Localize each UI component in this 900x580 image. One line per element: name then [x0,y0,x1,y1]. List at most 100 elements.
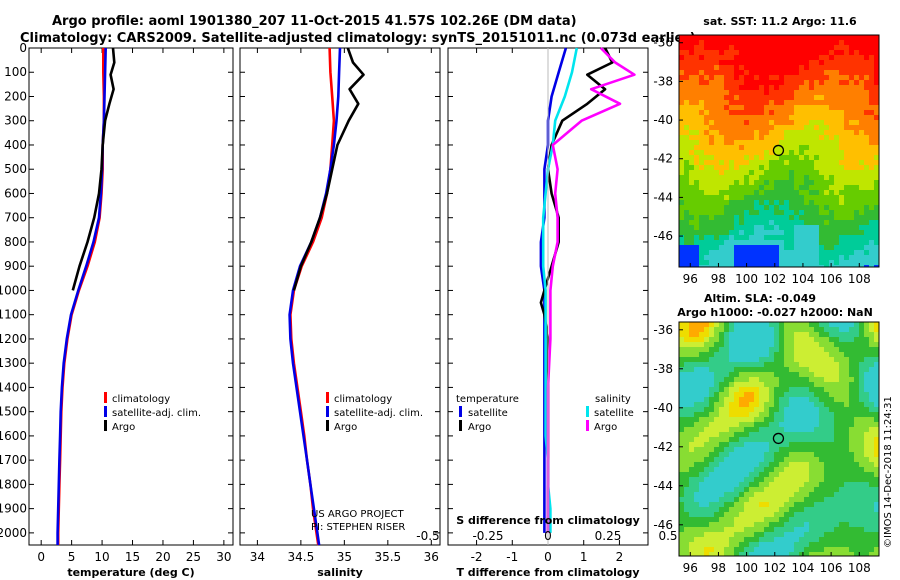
sst-cell [849,185,855,191]
sst-cell [754,155,760,161]
sst-cell [764,180,770,186]
sla-cell [779,487,785,493]
sst-cell [779,180,785,186]
sst-cell [844,160,850,166]
sst-cell [834,205,840,211]
map-lat-label: -38 [653,362,673,376]
sla-cell [679,337,685,343]
sst-cell [814,140,820,146]
sst-cell [754,120,760,126]
sst-cell [749,90,755,96]
sst-cell [814,130,820,136]
sla-cell [799,367,805,373]
depth-tick-label: 1700 [0,453,27,467]
sst-cell [779,35,785,41]
sla-cell [719,397,725,403]
sla-cell [809,537,815,543]
sla-cell [784,322,790,328]
sla-cell [704,502,710,508]
temperature-xlabel: temperature (deg C) [67,566,194,579]
sst-cell [719,80,725,86]
sst-cell [844,130,850,136]
sla-cell [814,517,820,523]
sla-cell [684,367,690,373]
sst-cell [849,160,855,166]
temperature-series [56,47,116,545]
sla-cell [799,347,805,353]
sst-cell [859,260,865,266]
sla-cell [679,492,685,498]
sla-cell [849,512,855,518]
sst-cell [809,215,815,221]
sst-cell [719,70,725,76]
sst-cell [814,35,820,41]
sst-cell [694,110,700,116]
sla-cell [719,547,725,553]
sst-cell [709,115,715,121]
sla-cell [869,332,875,338]
sla-cell [694,442,700,448]
sst-cell [839,155,845,161]
sla-cell [719,417,725,423]
sst-cell [769,55,775,61]
sla-cell [774,322,780,328]
sst-cell [844,60,850,66]
sla-cell [809,462,815,468]
sst-cell [739,70,745,76]
sst-cell [839,110,845,116]
sst-cell [854,50,860,56]
sla-cell [794,482,800,488]
sla-cell [789,447,795,453]
sla-cell [799,542,805,548]
sst-cell [799,125,805,131]
sst-cell [829,165,835,171]
sst-cell [844,230,850,236]
sst-cell [824,260,830,266]
sla-cell [784,362,790,368]
sla-cell [829,427,835,433]
sst-cell [854,190,860,196]
sst-cell [844,50,850,56]
sla-cell [709,457,715,463]
sst-cell [864,100,870,106]
sla-cell [699,372,705,378]
s-difference-title: S difference from climatology [456,514,640,527]
sla-cell [804,537,810,543]
sla-cell [874,422,879,428]
sla-cell [709,347,715,353]
sla-cell [839,402,845,408]
sla-cell [869,452,875,458]
sst-cell [809,55,815,61]
sla-cell [759,377,765,383]
sla-cell [709,487,715,493]
sst-cell [769,205,775,211]
sst-cell [819,155,825,161]
sst-cell [779,75,785,81]
sst-cell [834,105,840,111]
sst-cell [694,175,700,181]
sla-cell [719,527,725,533]
sla-cell [844,437,850,443]
sla-cell [839,427,845,433]
sla-cell [814,322,820,328]
sst-cell [714,220,720,226]
sla-cell [679,412,685,418]
sst-cell [694,135,700,141]
sla-cell [744,527,750,533]
sst-cell [859,245,865,251]
sst-cell [794,175,800,181]
sst-cell [744,225,750,231]
sst-cell [684,50,690,56]
sst-cell [679,145,685,151]
sla-cell [744,357,750,363]
sla-cell [829,502,835,508]
x-tick-label: 34 [250,550,265,564]
sst-cell [839,45,845,51]
sst-cell [774,185,780,191]
figure-title: Argo profile: aoml 1901380_207 11-Oct-20… [52,14,577,29]
sla-cell [754,362,760,368]
sst-cell [844,155,850,161]
sst-cell [869,55,875,61]
depth-tick-label: 100 [4,65,27,79]
sst-cell [864,165,870,171]
